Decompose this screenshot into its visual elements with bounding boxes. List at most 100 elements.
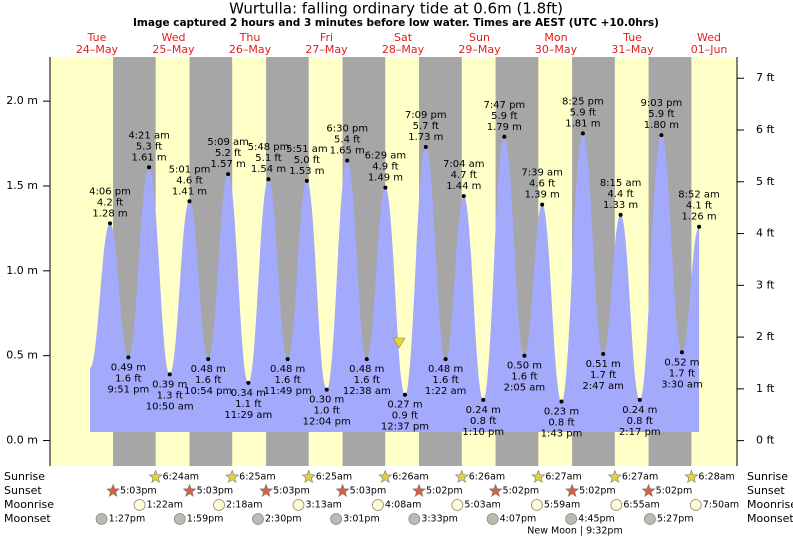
tide-ft: 1.6 ft	[432, 375, 458, 386]
low-tide-point	[443, 357, 448, 362]
low-tide-point	[481, 397, 486, 402]
tide-ft: 1.7 ft	[669, 368, 695, 379]
tide-time: 6:30 pm	[326, 124, 368, 135]
tide-time: 2:05 am	[504, 383, 546, 394]
row-time: 4:45pm	[578, 514, 615, 525]
y-tick-label: 0.5 m	[6, 349, 38, 362]
tide-m: 0.27 m	[387, 400, 422, 411]
row-label: Sunset	[4, 484, 42, 497]
moonset-icon	[252, 513, 264, 525]
tide-ft: 0.9 ft	[392, 411, 418, 422]
moon-phase: New Moon | 9:32pm	[527, 526, 622, 537]
tide-m: 1.33 m	[603, 200, 638, 211]
y2-tick-label: 7 ft	[756, 71, 775, 84]
tide-m: 1.49 m	[368, 173, 403, 184]
high-tide-point	[618, 212, 623, 217]
high-tide-point	[540, 202, 545, 207]
row-label: Sunrise	[747, 470, 788, 483]
tide-m: 0.24 m	[466, 405, 501, 416]
tide-ft: 0.8 ft	[548, 418, 574, 429]
tide-ft: 0.8 ft	[627, 416, 653, 427]
tide-time: 7:47 pm	[483, 100, 525, 111]
day-date: 24–May	[76, 43, 119, 56]
tide-time: 6:29 am	[365, 151, 407, 162]
high-tide-point	[423, 144, 428, 149]
row-time: 5:27pm	[657, 514, 694, 525]
moonset-icon	[644, 513, 656, 525]
moonrise-icon	[292, 499, 305, 511]
row-time: 2:18am	[226, 500, 262, 511]
high-tide-point	[108, 221, 113, 226]
sunrise-icon	[531, 469, 546, 483]
tide-m: 0.34 m	[231, 388, 266, 399]
row-label: Sunrise	[4, 470, 45, 483]
tide-ft: 1.3 ft	[157, 390, 183, 401]
tide-m: 0.24 m	[622, 405, 657, 416]
row-time: 5:02pm	[426, 486, 463, 497]
row-label: Moonset	[4, 512, 51, 525]
moonset-icon	[173, 513, 186, 525]
high-tide-point	[502, 134, 507, 139]
row-time: 6:24am	[163, 472, 199, 483]
tide-ft: 1.6 ft	[274, 375, 300, 386]
tide-ft: 5.9 ft	[491, 111, 517, 122]
low-tide-point	[126, 355, 131, 360]
tide-time: 1:10 pm	[462, 427, 504, 438]
sunset-icon	[335, 483, 350, 497]
row-time: 7:50am	[703, 500, 739, 511]
row-time: 3:01pm	[343, 514, 380, 525]
row-time: 6:25am	[239, 472, 275, 483]
y2-tick-label: 0 ft	[756, 434, 775, 447]
tide-time: 1:43 pm	[541, 429, 583, 440]
tide-time: 12:37 pm	[381, 422, 429, 433]
low-tide-point	[559, 399, 564, 404]
chart-title: Wurtulla: falling ordinary tide at 0.6m …	[229, 0, 563, 18]
tide-time: 5:01 pm	[169, 164, 211, 175]
sunrise-icon	[301, 469, 316, 483]
day-name: Tue	[87, 31, 107, 44]
tide-time: 7:09 pm	[405, 110, 447, 121]
day-date: 27–May	[305, 43, 348, 56]
row-time: 4:07pm	[500, 514, 537, 525]
sunrise-icon	[378, 469, 393, 483]
row-time: 1:59pm	[187, 514, 224, 525]
tide-ft: 4.9 ft	[372, 162, 398, 173]
tide-ft: 1.6 ft	[115, 373, 141, 384]
tide-m: 0.52 m	[664, 357, 699, 368]
tide-time: 5:48 pm	[248, 142, 290, 153]
high-tide-point	[304, 178, 309, 183]
moonset-icon	[565, 513, 578, 525]
sunset-icon	[565, 483, 580, 497]
tide-ft: 4.1 ft	[686, 201, 712, 212]
high-tide-point	[226, 172, 231, 177]
y2-tick-label: 4 ft	[756, 227, 775, 240]
row-time: 6:27am	[622, 472, 658, 483]
high-tide-point	[187, 199, 192, 204]
low-tide-point	[206, 357, 211, 362]
tide-m: 1.44 m	[446, 181, 481, 192]
tide-m: 0.51 m	[586, 359, 621, 370]
current-tide-marker	[392, 337, 406, 349]
tide-time: 9:03 pm	[641, 98, 683, 109]
sunrise-icon	[684, 469, 699, 483]
row-time: 2:30pm	[265, 514, 302, 525]
tide-time: 11:49 pm	[264, 386, 312, 397]
tide-m: 1.26 m	[681, 212, 716, 223]
low-tide-point	[324, 387, 329, 392]
high-tide-point	[345, 158, 350, 163]
low-tide-point	[246, 380, 251, 385]
tide-time: 3:30 am	[661, 379, 703, 390]
row-time: 5:02pm	[579, 486, 616, 497]
tide-ft: 5.9 ft	[570, 107, 596, 118]
tide-time: 12:38 am	[343, 386, 391, 397]
y-tick-label: 2.0 m	[6, 94, 38, 107]
day-name: Wed	[697, 31, 721, 44]
tide-time: 5:51 am	[286, 144, 328, 155]
sunset-icon	[641, 483, 656, 497]
y2-tick-label: 1 ft	[756, 382, 775, 395]
sunrise-icon	[607, 469, 622, 483]
tide-m: 0.50 m	[507, 361, 542, 372]
moonset-icon	[330, 513, 343, 525]
tide-ft: 4.6 ft	[176, 175, 202, 186]
